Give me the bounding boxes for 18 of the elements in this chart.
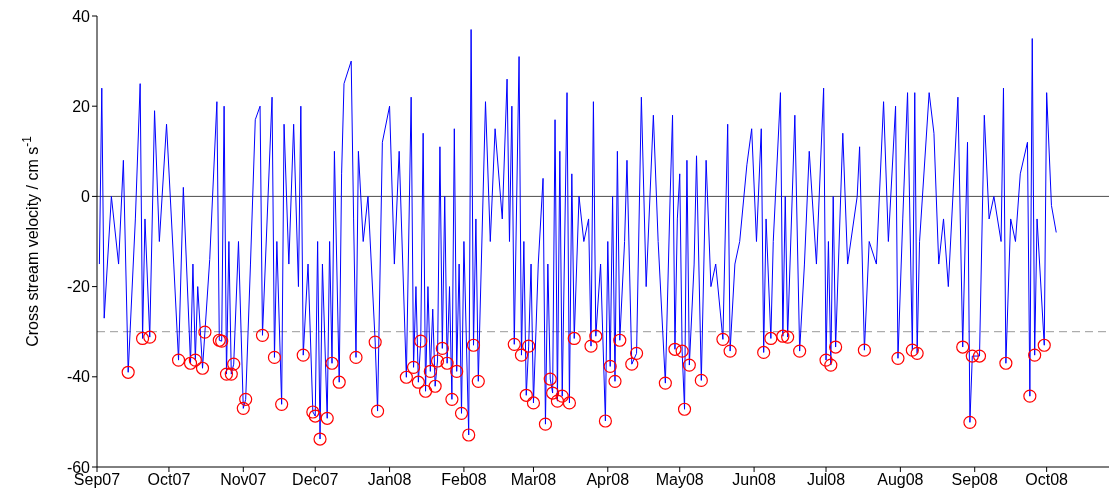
y-tick-label: -40 bbox=[66, 368, 91, 386]
x-tick-label: Jan08 bbox=[367, 471, 412, 489]
x-tick-label: Jun08 bbox=[732, 471, 776, 489]
x-tick-label: Oct07 bbox=[147, 471, 191, 489]
x-tick-label: Mar08 bbox=[510, 471, 557, 489]
x-tick-label: Dec07 bbox=[292, 471, 339, 489]
y-tick-label: -20 bbox=[66, 278, 91, 296]
x-tick-label: Jul08 bbox=[806, 471, 846, 489]
x-tick-label: Nov07 bbox=[220, 471, 267, 489]
x-tick-label: Oct08 bbox=[1025, 471, 1069, 489]
x-tick-label: May08 bbox=[655, 471, 704, 489]
x-tick-label: Aug08 bbox=[877, 471, 924, 489]
y-tick-label: 40 bbox=[72, 7, 91, 25]
x-tick-label: Apr08 bbox=[586, 471, 630, 489]
x-tick-label: Feb08 bbox=[441, 471, 487, 489]
y-tick-label: 20 bbox=[72, 97, 91, 115]
x-tick-label: Sep08 bbox=[951, 471, 998, 489]
y-tick-label: 0 bbox=[81, 188, 91, 206]
